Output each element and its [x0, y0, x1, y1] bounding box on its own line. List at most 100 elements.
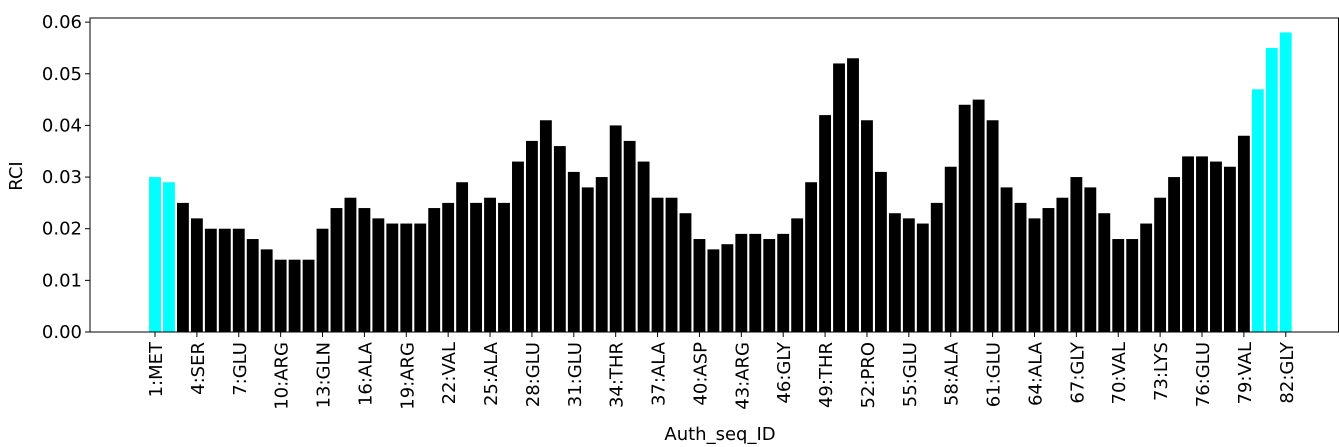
bar	[1223, 166, 1236, 332]
bar	[484, 197, 496, 332]
bar	[288, 259, 301, 332]
bar	[316, 228, 329, 332]
x-tick-label: 34:THR	[607, 342, 628, 408]
x-tick-label: 1:MET	[146, 341, 167, 397]
bar	[721, 244, 734, 332]
bar	[707, 249, 720, 332]
x-tick-label: 64:ALA	[1025, 341, 1046, 406]
bar	[400, 223, 413, 332]
bar	[874, 171, 887, 332]
bar	[1182, 156, 1194, 332]
bar	[1070, 177, 1083, 332]
x-tick-label: 46:GLY	[774, 341, 795, 404]
bar	[149, 177, 161, 332]
bar	[1000, 187, 1013, 332]
x-tick-label: 52:PRO	[858, 342, 879, 409]
bar	[581, 187, 594, 332]
bar	[1140, 223, 1153, 332]
bar	[1098, 213, 1111, 332]
bar	[595, 177, 608, 332]
bar	[1028, 218, 1041, 332]
bar	[1042, 208, 1055, 332]
bar	[972, 99, 985, 332]
bar	[567, 171, 580, 332]
bar	[735, 233, 748, 332]
bar	[512, 161, 524, 332]
bar	[888, 213, 901, 332]
bar	[986, 120, 999, 332]
bar	[386, 223, 399, 332]
bar	[330, 208, 343, 332]
bar	[344, 197, 357, 332]
bar	[163, 182, 175, 332]
x-tick-label: 4:SER	[188, 342, 209, 395]
bar	[651, 197, 664, 332]
x-tick-label: 10:ARG	[272, 342, 293, 410]
bar	[1126, 239, 1139, 332]
y-tick-label: 0.05	[42, 64, 82, 85]
bar	[693, 239, 706, 332]
x-tick-label: 37:ALA	[649, 341, 670, 406]
x-tick-label: 7:GLU	[230, 342, 251, 396]
bar	[637, 161, 650, 332]
x-tick-label: 19:ARG	[397, 342, 418, 410]
bar	[1014, 202, 1027, 332]
bar	[428, 208, 441, 332]
x-tick-label: 79:VAL	[1235, 342, 1256, 404]
bar	[930, 202, 943, 332]
x-tick-label: 16:ALA	[355, 341, 376, 406]
x-tick-label: 82:GLY	[1277, 341, 1298, 404]
x-tick-label: 76:GLU	[1193, 342, 1214, 407]
x-tick-label: 43:ARG	[732, 342, 753, 410]
bar	[358, 208, 371, 332]
bar	[176, 202, 189, 332]
bar	[1112, 239, 1125, 332]
bar	[218, 228, 231, 332]
bar	[833, 63, 845, 333]
x-tick-label: 25:ALA	[481, 341, 502, 406]
bar	[1154, 197, 1167, 332]
y-tick-label: 0.06	[42, 12, 82, 33]
x-tick-label: 31:GLU	[565, 342, 586, 407]
y-tick-label: 0.03	[42, 167, 82, 188]
bar	[232, 228, 245, 332]
x-tick-label: 70:VAL	[1109, 342, 1130, 404]
bar	[623, 140, 636, 332]
bar	[916, 223, 929, 332]
x-tick-label: 67:GLY	[1067, 341, 1088, 404]
bar	[372, 218, 385, 332]
bar	[470, 202, 483, 332]
x-tick-label: 58:ALA	[942, 341, 963, 406]
bar	[609, 125, 622, 332]
bar	[260, 249, 273, 332]
bar	[1056, 197, 1069, 332]
bar	[190, 218, 203, 332]
bar	[847, 58, 859, 332]
bar	[456, 182, 469, 332]
bar	[539, 120, 552, 332]
bar	[1196, 156, 1208, 332]
x-tick-label: 55:GLU	[900, 342, 921, 407]
bar	[1168, 177, 1181, 332]
bar	[204, 228, 217, 332]
bar	[665, 197, 678, 332]
y-tick-label: 0.01	[42, 270, 82, 291]
x-tick-label: 28:GLU	[523, 342, 544, 407]
bar	[553, 146, 566, 332]
x-axis-label: Auth_seq_ID	[664, 424, 775, 445]
y-tick-label: 0.04	[42, 115, 82, 136]
bar	[958, 104, 971, 333]
bar	[442, 202, 455, 332]
bar	[819, 115, 832, 332]
y-axis-label: RCI	[6, 161, 27, 191]
x-tick-label: 73:LYS	[1151, 342, 1172, 401]
x-tick-label: 61:GLU	[984, 342, 1005, 407]
bar	[861, 120, 873, 332]
x-tick-label: 13:GLN	[314, 342, 335, 408]
bar	[902, 218, 915, 332]
bar	[1237, 135, 1250, 332]
bar	[791, 218, 804, 332]
bar	[246, 239, 259, 332]
bar	[302, 259, 315, 332]
bar	[1265, 47, 1278, 332]
